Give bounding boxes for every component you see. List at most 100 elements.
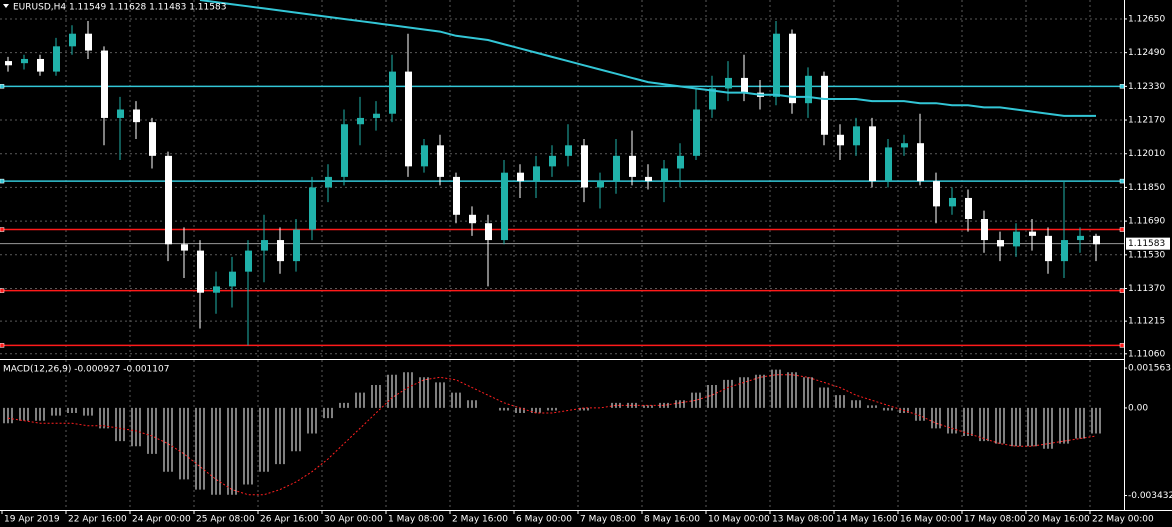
x-tick-label: 7 May 08:00 [580, 515, 636, 525]
candle-body [1013, 231, 1020, 247]
candle-body [981, 219, 988, 241]
macd-y-tick-label: -0.003432 [1128, 491, 1172, 501]
candle-body [293, 229, 300, 262]
candle-body [613, 155, 620, 182]
candle-body [21, 58, 28, 64]
candle-body [229, 271, 236, 287]
y-tick-label: 1.12330 [1128, 82, 1165, 92]
x-tick-label: 26 Apr 16:00 [260, 515, 319, 525]
level-handle [1119, 343, 1125, 348]
level-handle [0, 227, 5, 232]
chart-title: EURUSD,H4 1.11549 1.11628 1.11483 1.1158… [13, 3, 226, 13]
candle-body [1077, 235, 1084, 241]
candle-body [309, 187, 316, 230]
y-tick-label: 1.11690 [1128, 217, 1165, 227]
last-price-box [1126, 237, 1170, 250]
candle-body [117, 109, 124, 118]
macd-signal [7, 374, 1097, 496]
x-tick-label: 14 May 16:00 [836, 515, 898, 525]
candle-body [453, 176, 460, 215]
level-handle [0, 288, 5, 293]
x-tick-label: 30 Apr 00:00 [324, 515, 383, 525]
candle-body [917, 143, 924, 182]
candle-body [725, 77, 732, 89]
candle-body [821, 75, 828, 135]
x-tick-label: 19 Apr 2019 [4, 515, 60, 525]
level-handle [0, 84, 5, 89]
candle-body [197, 250, 204, 293]
macd-y-tick-label: 0.001563 [1128, 364, 1171, 374]
candle-body [149, 122, 156, 156]
candle-body [709, 88, 716, 110]
candle-body [421, 145, 428, 167]
candle-body [629, 155, 636, 177]
candle-body [645, 176, 652, 182]
candle-body [405, 71, 412, 167]
candle-body [69, 33, 76, 47]
candle-body [357, 117, 364, 125]
candle-body [933, 181, 940, 207]
candle-body [789, 33, 796, 104]
x-tick-label: 17 May 08:00 [964, 515, 1026, 525]
level-handle [1119, 178, 1125, 184]
candle-body [805, 75, 812, 104]
candle-body [5, 61, 12, 66]
candle-body [517, 172, 524, 182]
candle-body [1061, 240, 1068, 262]
y-tick-label: 1.11215 [1128, 317, 1165, 327]
candle-body [501, 172, 508, 241]
level-handle [1119, 288, 1125, 293]
candle-body [373, 113, 380, 118]
y-tick-label: 1.12010 [1128, 149, 1165, 159]
x-tick-label: 22 Apr 16:00 [68, 515, 127, 525]
x-tick-label: 10 May 00:00 [708, 515, 770, 525]
candle-body [853, 126, 860, 146]
candle-body [885, 147, 892, 182]
candle-body [37, 58, 44, 72]
candle-body [277, 240, 284, 262]
candle-body [1029, 231, 1036, 236]
y-tick-label: 1.12650 [1128, 14, 1165, 24]
x-tick-label: 20 May 16:00 [1028, 515, 1090, 525]
candle-body [597, 181, 604, 188]
level-handle [0, 178, 5, 184]
x-tick-label: 8 May 16:00 [644, 515, 700, 525]
y-tick-label: 1.12490 [1128, 48, 1165, 58]
candle-body [245, 250, 252, 272]
x-tick-label: 13 May 08:00 [772, 515, 834, 525]
candle-body [437, 145, 444, 177]
y-tick-label: 1.11370 [1128, 284, 1165, 294]
x-tick-label: 2 May 16:00 [452, 515, 508, 525]
level-handle [1119, 227, 1125, 232]
macd-y-tick-label: 0.00 [1128, 403, 1148, 413]
candle-body [389, 71, 396, 114]
moving-average [199, 0, 1096, 117]
title-icon [3, 4, 9, 8]
candle-body [101, 50, 108, 118]
last-price-label: 1.11583 [1128, 239, 1165, 249]
candle-body [949, 197, 956, 207]
x-tick-label: 24 Apr 00:00 [132, 515, 191, 525]
x-tick-label: 6 May 00:00 [516, 515, 572, 525]
candle-body [261, 240, 268, 251]
candle-body [693, 109, 700, 156]
candle-body [1045, 235, 1052, 262]
x-tick-label: 22 May 00:00 [1092, 515, 1154, 525]
candle-body [213, 286, 220, 293]
plot [0, 0, 1125, 496]
y-tick-label: 1.11530 [1128, 250, 1165, 260]
candle-body [549, 155, 556, 167]
level-handle [1119, 84, 1125, 89]
candle-body [341, 124, 348, 177]
candle-body [181, 244, 188, 251]
candle-body [901, 143, 908, 148]
x-tick-label: 16 May 00:00 [900, 515, 962, 525]
candle-body [869, 126, 876, 182]
grid [0, 0, 1124, 510]
x-tick-label: 1 May 08:00 [388, 515, 444, 525]
y-tick-label: 1.12170 [1128, 116, 1165, 126]
candle-body [1093, 235, 1100, 245]
candle-body [85, 33, 92, 51]
